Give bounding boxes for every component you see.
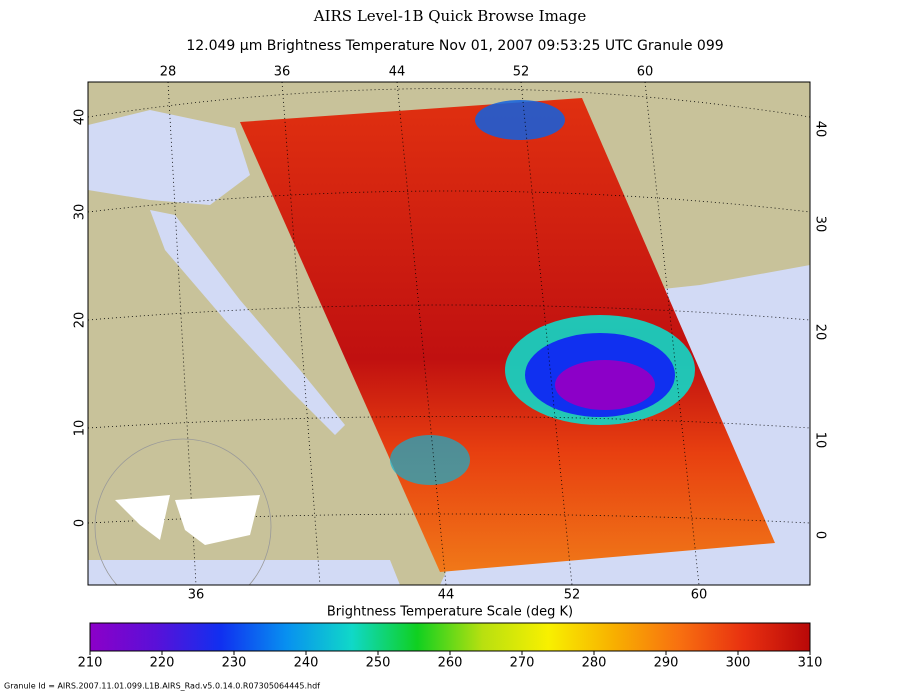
tick-label: 300	[726, 656, 751, 671]
lon-label: 60	[691, 588, 708, 603]
tick-label: 230	[222, 656, 247, 671]
lon-label: 44	[389, 65, 406, 80]
lat-label: 30	[813, 216, 828, 233]
sea	[88, 110, 250, 205]
tick-label: 270	[510, 656, 535, 671]
map-frame	[87, 81, 811, 586]
lon-label: 52	[564, 588, 581, 603]
tick-label: 280	[582, 656, 607, 671]
tick-label: 220	[150, 656, 175, 671]
land	[410, 82, 810, 110]
lon-label: 36	[274, 65, 291, 80]
lat-label: 20	[73, 312, 88, 329]
lon-label: 28	[160, 65, 177, 80]
map	[88, 82, 810, 585]
cloud	[390, 435, 470, 485]
lat-label: 0	[73, 519, 88, 527]
lat-label: 10	[813, 432, 828, 449]
lat-label: 10	[73, 420, 88, 437]
colorbar	[89, 622, 811, 652]
inset	[94, 438, 272, 585]
colorbar-label: Brightness Temperature Scale (deg K)	[327, 605, 573, 620]
lat-label: 40	[73, 109, 88, 126]
lat-label: 20	[813, 324, 828, 341]
title: AIRS Level-1B Quick Browse Image	[313, 7, 587, 25]
lon-label: 52	[513, 65, 530, 80]
sea	[150, 210, 345, 435]
lat-label: 30	[73, 204, 88, 221]
tick-label: 240	[294, 656, 319, 671]
tick-label: 250	[366, 656, 391, 671]
cloud	[555, 360, 655, 410]
inset-land	[115, 495, 260, 545]
swath	[240, 98, 775, 572]
lat-label: 40	[813, 121, 828, 138]
sea	[88, 560, 400, 585]
granule-id: Granule Id = AIRS.2007.11.01.099.L1B.AIR…	[4, 682, 320, 691]
lon-label: 44	[438, 588, 455, 603]
lat-label: 0	[813, 531, 828, 539]
cloud	[475, 100, 565, 140]
subtitle: 12.049 μm Brightness Temperature Nov 01,…	[186, 38, 723, 54]
tick-label: 290	[654, 656, 679, 671]
lon-label: 60	[637, 65, 654, 80]
tick-label: 210	[78, 656, 103, 671]
tick-label: 260	[438, 656, 463, 671]
lon-label: 36	[188, 588, 205, 603]
tick-label: 310	[798, 656, 823, 671]
